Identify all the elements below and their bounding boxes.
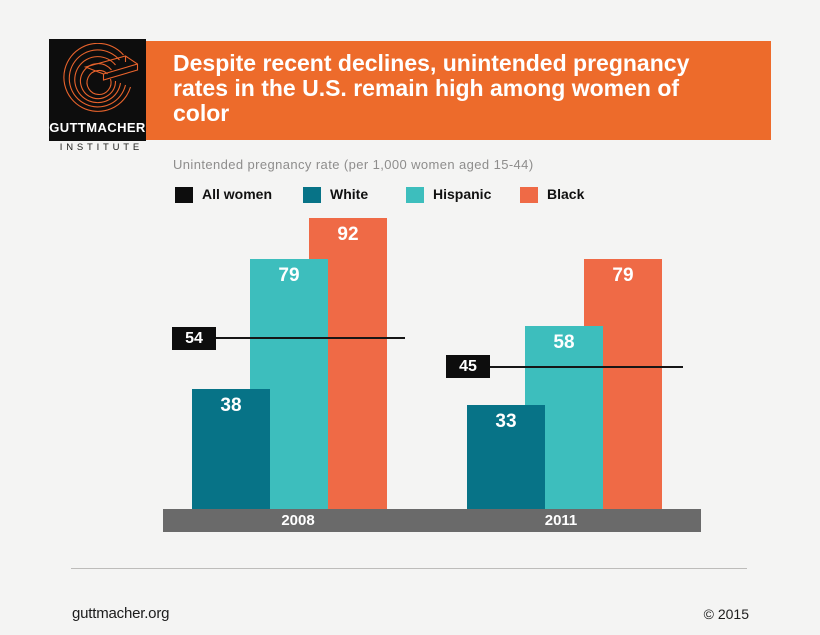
legend-item-black: Black xyxy=(520,186,584,203)
x-axis-bar: 2008 2011 xyxy=(163,509,701,532)
all-women-callout-2008: 54 xyxy=(172,327,216,350)
legend-swatch-icon xyxy=(520,186,538,203)
all-women-line-2008 xyxy=(172,337,405,339)
legend-label: All women xyxy=(202,186,273,202)
legend-item-white: White xyxy=(303,186,368,203)
legend-item-hispanic: Hispanic xyxy=(406,186,491,203)
all-women-callout-2011: 45 xyxy=(446,355,490,378)
footer-copyright: © 2015 xyxy=(703,606,749,622)
axis-label-2011: 2011 xyxy=(544,512,578,529)
bar-value-label: 79 xyxy=(278,265,300,286)
legend-item-all-women: All women xyxy=(175,186,272,203)
legend-label: Black xyxy=(547,186,585,202)
all-women-line-2011 xyxy=(446,366,683,368)
footer-divider xyxy=(71,568,747,569)
bar-value-label: 38 xyxy=(220,395,242,416)
legend-label: White xyxy=(330,186,369,202)
guttmacher-logo: GUTTMACHER xyxy=(49,39,146,141)
legend-swatch-icon xyxy=(406,186,424,203)
legend-swatch-icon xyxy=(303,186,321,203)
footer-website-link[interactable]: guttmacher.org xyxy=(72,605,170,622)
logo-org-name: GUTTMACHER xyxy=(49,120,146,135)
bar-white-2008: 38 xyxy=(192,389,270,509)
header-banner: Despite recent declines, unintended preg… xyxy=(146,41,771,140)
bar-value-label: 33 xyxy=(495,411,517,432)
bar-value-label: 58 xyxy=(553,332,575,353)
guttmacher-g-mark-icon xyxy=(63,43,139,112)
logo-org-subname: INSTITUTE xyxy=(59,142,144,153)
chart-subtitle: Unintended pregnancy rate (per 1,000 wom… xyxy=(173,157,534,172)
page-title: Despite recent declines, unintended preg… xyxy=(173,50,690,126)
bar-value-label: 92 xyxy=(337,224,359,245)
legend-label: Hispanic xyxy=(433,186,492,202)
axis-label-2008: 2008 xyxy=(281,512,315,529)
bar-value-label: 79 xyxy=(612,265,634,286)
legend-swatch-icon xyxy=(175,186,193,203)
bar-white-2011: 33 xyxy=(467,405,545,509)
